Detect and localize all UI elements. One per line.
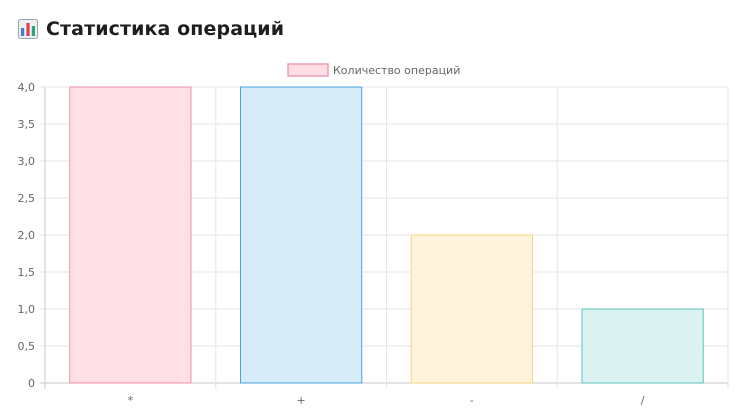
x-tick-label: *: [128, 394, 134, 407]
legend-label[interactable]: Количество операций: [333, 64, 460, 77]
x-tick-label: +: [297, 394, 306, 407]
y-axis-ticks: 0 0,5 1,0 1,5 2,0 2,5 3,0 3,5 4,0: [18, 81, 36, 390]
x-tick-label: -: [470, 394, 474, 407]
bars-layer: [69, 86, 704, 384]
y-tick-label: 0,5: [18, 340, 36, 353]
bar[interactable]: [240, 86, 363, 384]
bar[interactable]: [410, 234, 533, 384]
x-tick-label: /: [641, 394, 645, 407]
y-tick-label: 1,0: [18, 303, 36, 316]
x-axis-ticks: * + - /: [128, 394, 645, 407]
page-title: Статистика операций: [46, 18, 285, 40]
y-tick-label: 2,5: [18, 192, 36, 205]
bar-chart-icon: [18, 19, 38, 39]
bar[interactable]: [581, 308, 704, 384]
y-tick-label: 1,5: [18, 266, 36, 279]
y-tick-label: 2,0: [18, 229, 36, 242]
y-tick-label: 0: [28, 377, 35, 390]
page-header: Статистика операций: [18, 14, 284, 44]
bar[interactable]: [69, 86, 192, 384]
y-tick-label: 3,5: [18, 118, 36, 131]
legend[interactable]: Количество операций: [287, 63, 460, 77]
y-tick-label: 3,0: [18, 155, 36, 168]
y-tick-label: 4,0: [18, 81, 36, 94]
legend-swatch[interactable]: [287, 63, 329, 77]
